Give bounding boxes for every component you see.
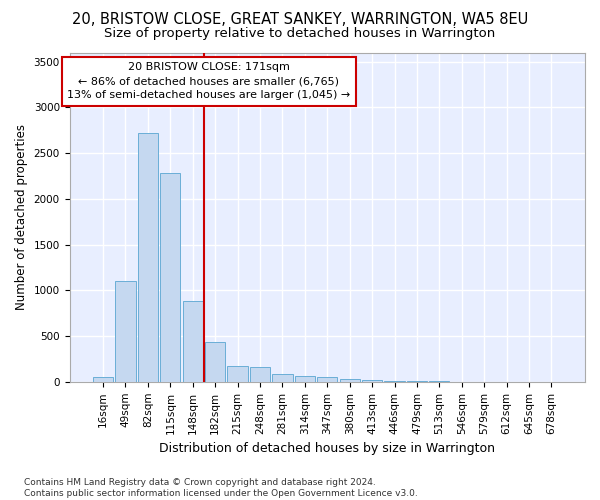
Bar <box>250 366 270 382</box>
Bar <box>227 366 248 382</box>
Text: 20, BRISTOW CLOSE, GREAT SANKEY, WARRINGTON, WA5 8EU: 20, BRISTOW CLOSE, GREAT SANKEY, WARRING… <box>72 12 528 28</box>
Text: 20 BRISTOW CLOSE: 171sqm
← 86% of detached houses are smaller (6,765)
13% of sem: 20 BRISTOW CLOSE: 171sqm ← 86% of detach… <box>67 62 350 100</box>
Bar <box>115 281 136 382</box>
Text: Size of property relative to detached houses in Warrington: Size of property relative to detached ho… <box>104 28 496 40</box>
Bar <box>295 376 315 382</box>
Bar <box>138 132 158 382</box>
Y-axis label: Number of detached properties: Number of detached properties <box>15 124 28 310</box>
Bar <box>160 173 181 382</box>
Bar <box>182 302 203 382</box>
Bar <box>205 342 225 382</box>
X-axis label: Distribution of detached houses by size in Warrington: Distribution of detached houses by size … <box>159 442 495 455</box>
Bar <box>93 377 113 382</box>
Bar <box>272 374 293 382</box>
Bar <box>340 378 360 382</box>
Text: Contains HM Land Registry data © Crown copyright and database right 2024.
Contai: Contains HM Land Registry data © Crown c… <box>24 478 418 498</box>
Bar <box>362 380 382 382</box>
Bar <box>317 377 337 382</box>
